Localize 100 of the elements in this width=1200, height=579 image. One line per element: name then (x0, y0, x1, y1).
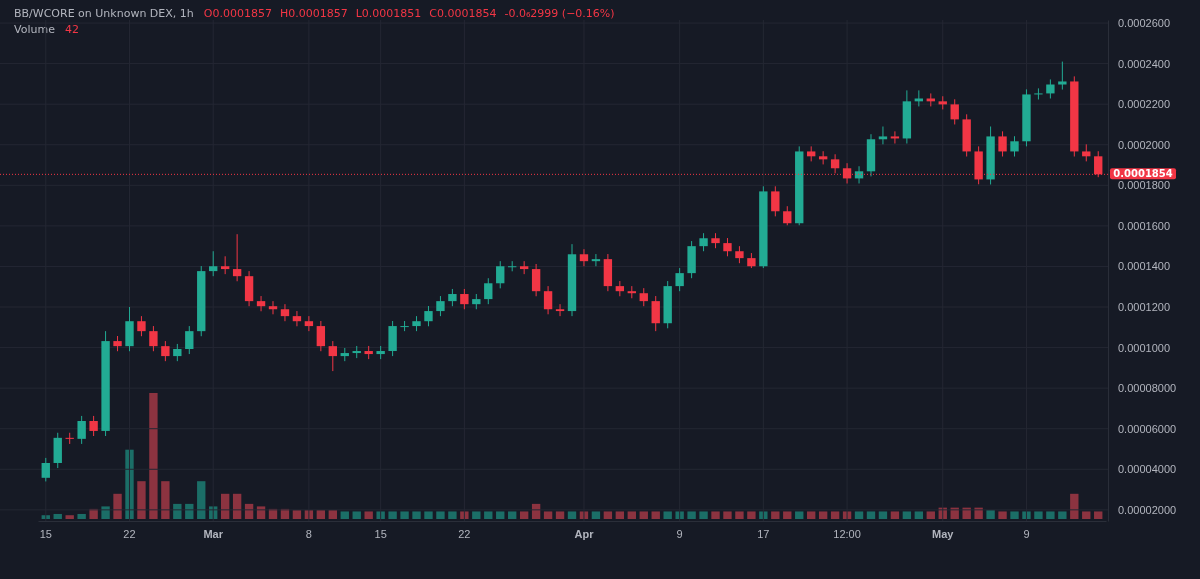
x-tick-label: 8 (305, 527, 312, 540)
bar (1022, 511, 1031, 519)
bar (388, 511, 397, 519)
bar (292, 510, 302, 519)
y-tick-label: 0.00004000 (1118, 463, 1177, 476)
bar (1070, 493, 1079, 519)
bar (567, 511, 577, 519)
candlestick (555, 303, 565, 317)
bar (902, 511, 912, 519)
candlestick (137, 315, 146, 337)
ref-line-label: 0.0001854 (1113, 168, 1173, 180)
x-tick-label: 15 (39, 527, 52, 540)
candlestick (675, 267, 684, 292)
text: O0.0001857 (203, 7, 272, 20)
bar (1082, 511, 1091, 519)
bar (723, 511, 732, 519)
candlestick (531, 263, 541, 297)
bar (256, 506, 266, 519)
bar (783, 511, 792, 519)
text: L0.0001851 (355, 7, 422, 20)
bar (496, 511, 505, 519)
bar (376, 511, 385, 519)
x-tick-label: Apr (574, 527, 595, 540)
candlestick (77, 415, 86, 445)
bar (866, 511, 876, 519)
bar (663, 511, 672, 519)
candlestick (436, 295, 445, 317)
y-tick-label: 0.0001800 (1118, 179, 1170, 192)
bar (424, 511, 433, 519)
text: -0.0₆2999 (−0.16%) (504, 7, 615, 20)
x-tick-label: 15 (374, 527, 387, 540)
bar (651, 511, 660, 519)
x-tick-label: 22 (123, 527, 136, 540)
candlestick (854, 165, 864, 184)
bar (759, 511, 768, 519)
bar (149, 393, 158, 519)
x-tick-label: 9 (1023, 527, 1030, 540)
candlestick (878, 125, 888, 145)
candlestick (496, 260, 505, 289)
bar (747, 511, 756, 519)
bar (113, 493, 122, 519)
candlestick (424, 305, 433, 327)
bar (890, 511, 900, 519)
candlestick (1034, 87, 1043, 101)
bar (472, 511, 481, 519)
candlestick (890, 130, 900, 145)
candlestick (783, 205, 792, 226)
candlestick (268, 300, 278, 315)
chart-title: Volume (14, 23, 56, 36)
bar (197, 481, 206, 519)
y-tick-label: 0.0002000 (1118, 138, 1170, 151)
bar (818, 511, 828, 519)
bar (220, 493, 230, 519)
candlestick (508, 260, 517, 272)
x-tick-label: 17 (757, 527, 770, 540)
bar (137, 481, 146, 519)
candlestick (149, 325, 158, 352)
candlestick (280, 303, 290, 322)
y-tick-label: 0.0001000 (1118, 341, 1170, 354)
y-tick-label: 0.0002200 (1118, 98, 1170, 111)
candlestick (639, 287, 648, 307)
bar (53, 513, 62, 519)
candlestick (723, 237, 732, 257)
bar (699, 511, 708, 519)
bar (1046, 511, 1055, 519)
bar (998, 511, 1007, 519)
bar (771, 511, 780, 519)
bar (615, 511, 625, 519)
candlestick (579, 248, 589, 267)
candlestick (89, 415, 98, 437)
bar (328, 510, 337, 519)
candlestick (771, 185, 780, 217)
chart-title: BB/WCORE on Unknown DEX, 1h (14, 7, 194, 20)
bar (519, 511, 529, 519)
bar (591, 511, 601, 519)
candlestick (185, 325, 194, 355)
y-tick-label: 0.00002000 (1118, 503, 1177, 516)
candlestick (209, 250, 218, 277)
bar (1034, 511, 1043, 519)
y-tick-label: 0.0001600 (1118, 219, 1170, 232)
annotation: 42 (64, 23, 79, 36)
bar (77, 513, 86, 519)
y-tick-label: 0.0001200 (1118, 301, 1170, 314)
candlestick (651, 295, 660, 332)
bar (735, 511, 744, 519)
text: H0.0001857 (279, 7, 348, 20)
bar (364, 511, 373, 519)
bar (711, 511, 720, 519)
candlestick (484, 277, 493, 305)
candlestick (400, 320, 409, 332)
bar (1094, 511, 1103, 519)
bar (161, 481, 170, 519)
y-tick-label: 0.00008000 (1118, 382, 1177, 395)
candlestick (591, 253, 601, 267)
bar (974, 507, 983, 519)
bar (340, 511, 349, 519)
bar (687, 511, 696, 519)
candlestick (1058, 61, 1067, 91)
x-tick-label: 9 (676, 527, 683, 540)
bar (543, 511, 553, 519)
